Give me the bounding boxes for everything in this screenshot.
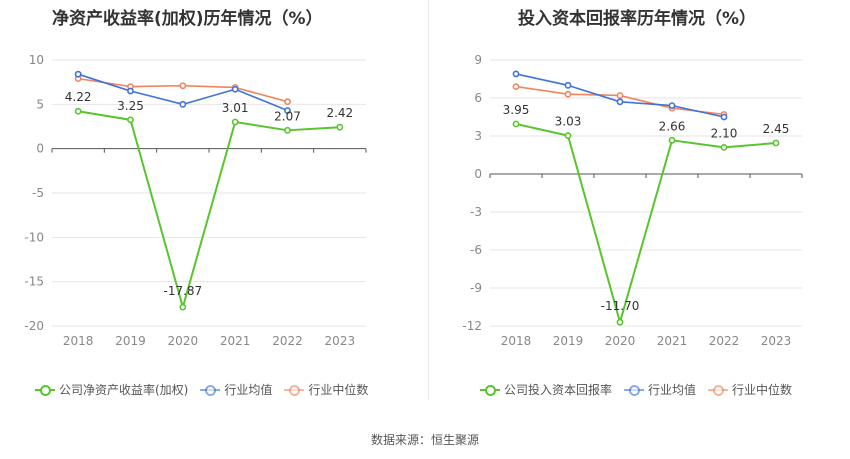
y-tick-label: -9 xyxy=(470,281,482,295)
legend-line-marker-icon xyxy=(284,384,305,396)
data-point xyxy=(179,82,187,90)
data-label: 3.25 xyxy=(117,99,144,113)
chart-roe: 10 5 0 -5 -10 -15 -20 2018 2019 2020 2021 2022 2023 4… xyxy=(24,53,367,348)
data-label: -11.70 xyxy=(601,299,640,313)
legend-line-marker-icon xyxy=(624,384,645,396)
panel-divider xyxy=(428,0,429,400)
legend-item-company-roic[interactable]: 公司投入资本回报率 xyxy=(480,381,612,398)
legend-item-company-roe[interactable]: 公司净资产收益率(加权) xyxy=(35,381,188,398)
series-line-company xyxy=(78,110,340,309)
legend-item-industry-avg[interactable]: 行业均值 xyxy=(624,381,696,398)
x-tick-label: 2023 xyxy=(761,334,792,348)
y-tick-label: -3 xyxy=(470,205,482,219)
legend-label: 行业均值 xyxy=(224,383,273,397)
data-source-note: 数据来源：恒生聚源 xyxy=(370,433,479,447)
data-point xyxy=(668,136,676,144)
y-tick-label: -20 xyxy=(24,319,44,333)
x-tick-label: 2021 xyxy=(220,334,251,348)
x-tick-label: 2021 xyxy=(657,334,688,348)
data-label: 3.03 xyxy=(555,115,582,129)
x-tick-label: 2022 xyxy=(709,334,740,348)
y-tick-label: -6 xyxy=(470,243,482,257)
data-label: -17.87 xyxy=(163,284,202,298)
y-tick-label: 9 xyxy=(474,53,482,67)
legend-line-marker-icon xyxy=(708,384,729,396)
y-tick-label: 0 xyxy=(36,142,44,156)
chart-title-left: 净资产收益率(加权)历年情况（%） xyxy=(52,9,323,29)
data-point xyxy=(179,100,187,108)
x-tick-label: 2018 xyxy=(63,334,94,348)
x-tick-label: 2019 xyxy=(115,334,146,348)
legend-item-industry-median[interactable]: 行业中位数 xyxy=(284,381,368,398)
y-tick-label: 3 xyxy=(474,129,482,143)
data-point xyxy=(231,118,239,126)
series-line-company xyxy=(515,122,777,324)
data-label: 3.01 xyxy=(222,101,249,115)
data-point xyxy=(720,113,728,121)
x-tick-label: 2020 xyxy=(605,334,636,348)
data-point xyxy=(512,120,520,128)
legend-label: 公司净资产收益率(加权) xyxy=(59,383,189,397)
data-label: 4.22 xyxy=(65,90,92,104)
legend-item-industry-median[interactable]: 行业中位数 xyxy=(708,381,792,398)
data-point xyxy=(564,81,572,89)
data-label: 2.66 xyxy=(659,119,686,133)
data-point xyxy=(127,116,134,124)
data-point xyxy=(127,87,134,95)
data-point xyxy=(74,107,82,115)
y-tick-label: -5 xyxy=(32,186,44,200)
data-label: 2.45 xyxy=(763,122,790,136)
x-tick-label: 2020 xyxy=(168,334,199,348)
legend-right: 公司投入资本回报率 行业均值 行业中位数 xyxy=(480,381,804,398)
y-tick-label: 5 xyxy=(36,97,44,111)
y-tick-label: 0 xyxy=(474,167,482,181)
y-tick-label: -10 xyxy=(24,230,44,244)
chart-roic: 9 6 3 0 -3 -6 -9 -12 2018 2019 2020 2021 2022 2023 3.9… xyxy=(462,53,803,348)
legend-label: 行业均值 xyxy=(648,383,697,397)
x-tick-label: 2019 xyxy=(553,334,584,348)
legend-left: 公司净资产收益率(加权) 行业均值 行业中位数 xyxy=(35,381,380,398)
legend-line-marker-icon xyxy=(200,384,221,396)
legend-label: 公司投入资本回报率 xyxy=(504,383,613,397)
legend-label: 行业中位数 xyxy=(308,383,369,397)
chart-title-right: 投入资本回报率历年情况（%） xyxy=(518,9,757,29)
y-tick-label: 10 xyxy=(29,53,44,67)
x-tick-label: 2022 xyxy=(272,334,303,348)
data-point xyxy=(564,132,572,140)
data-point xyxy=(336,123,344,131)
data-point xyxy=(668,102,676,109)
data-point xyxy=(284,107,291,114)
data-label: 2.42 xyxy=(326,106,353,120)
data-point xyxy=(772,139,780,147)
data-point xyxy=(720,143,728,151)
legend-line-marker-icon xyxy=(35,384,55,396)
data-point xyxy=(284,126,291,134)
data-label: 2.10 xyxy=(711,126,738,140)
x-tick-label: 2023 xyxy=(325,334,356,348)
y-tick-label: -15 xyxy=(24,275,44,289)
y-tick-label: 6 xyxy=(474,91,482,105)
data-point xyxy=(179,303,187,311)
data-point xyxy=(564,90,572,98)
data-label: 3.95 xyxy=(503,103,530,117)
legend-line-marker-icon xyxy=(480,384,500,396)
data-point xyxy=(512,70,520,78)
data-point xyxy=(74,70,82,78)
data-point xyxy=(616,318,624,326)
data-point xyxy=(284,98,291,106)
legend-item-industry-avg[interactable]: 行业均值 xyxy=(200,381,272,398)
legend-label: 行业中位数 xyxy=(732,383,793,397)
data-label: 2.07 xyxy=(274,109,301,123)
x-tick-label: 2018 xyxy=(501,334,532,348)
y-tick-label: -12 xyxy=(462,319,482,333)
data-point xyxy=(616,98,624,106)
data-point xyxy=(512,83,520,90)
data-point xyxy=(231,85,239,93)
data-point xyxy=(616,92,624,99)
